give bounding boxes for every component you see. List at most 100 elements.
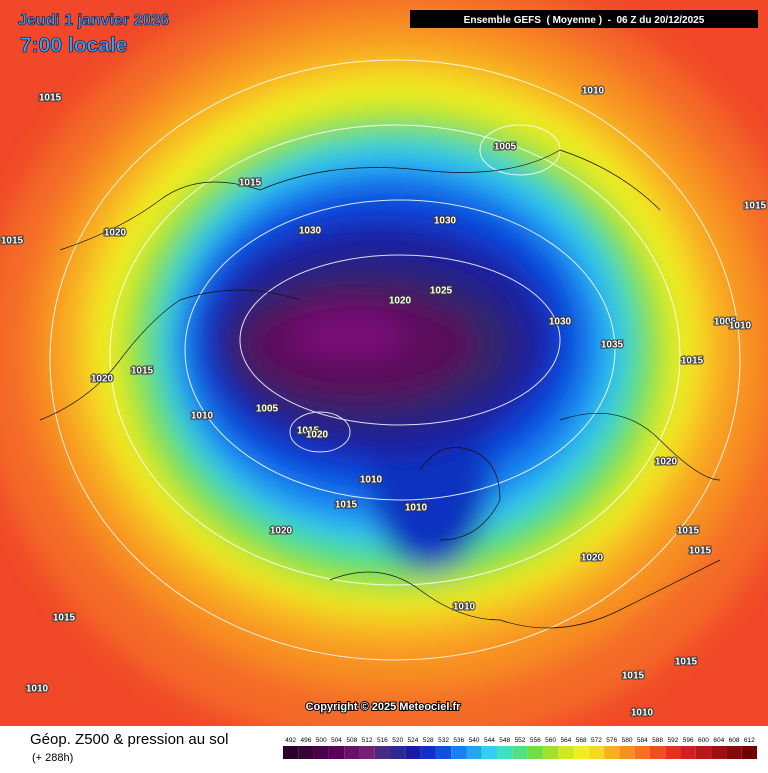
isobar-label: 1015 [689, 546, 712, 557]
scale-swatch [680, 746, 696, 759]
isobar-label: 1015 [622, 671, 645, 682]
isobar-label: 1015 [53, 613, 76, 624]
scale-label: 532 [438, 737, 449, 744]
date: Jeudi 1 janvier 2026 [18, 12, 169, 29]
isobar-label: 1015 [297, 426, 320, 437]
isobar-label: 1020 [270, 526, 293, 537]
isobar-label: 1010 [191, 411, 214, 422]
scale-label: 588 [652, 737, 663, 744]
field [0, 0, 768, 726]
isobar-label: 1015 [744, 201, 767, 212]
scale-swatch [374, 746, 391, 759]
scale-swatch [298, 746, 314, 759]
isobars [49, 59, 741, 661]
coastlines [39, 149, 721, 629]
scale-swatch [649, 746, 666, 759]
scale-label: 584 [637, 737, 648, 744]
scale-swatch [665, 746, 681, 759]
isobar-label: 1015 [1, 236, 24, 247]
scale-swatch [695, 746, 712, 759]
time: 7:00 locale [20, 34, 127, 57]
isobar-label: 1020 [104, 228, 127, 239]
isobar-label: 1005 [714, 317, 737, 328]
scale-swatch [512, 746, 528, 759]
isobar-label: 1010 [26, 684, 49, 695]
scale-label: 512 [362, 737, 373, 744]
scale-swatch [634, 746, 650, 759]
scale-label: 508 [346, 737, 357, 744]
isobar-label: 1015 [675, 657, 698, 668]
scale-label: 580 [622, 737, 633, 744]
scale-label: 524 [408, 737, 419, 744]
scale-label: 560 [545, 737, 556, 744]
scale-label: 540 [469, 737, 480, 744]
scale-swatch [588, 746, 605, 759]
isobar-label: 1020 [306, 430, 329, 441]
scale-swatch [619, 746, 635, 759]
isobar-label: 1020 [389, 296, 412, 307]
isobar-label: 1010 [453, 602, 476, 613]
scale-swatch [711, 746, 727, 759]
scale-swatch [451, 746, 467, 759]
scale-label: 544 [484, 737, 495, 744]
scale-label: 516 [377, 737, 388, 744]
scale-swatch [604, 746, 620, 759]
isobar-label: 1005 [256, 404, 279, 415]
scale-label: 492 [285, 737, 296, 744]
scale-label: 600 [698, 737, 709, 744]
scale-label: 504 [331, 737, 342, 744]
scale-label: 608 [729, 737, 740, 744]
isobar-label: 1010 [582, 86, 605, 97]
isobar-label: 1015 [239, 178, 262, 189]
scale-label: 604 [713, 737, 724, 744]
scale-label: 548 [499, 737, 510, 744]
isobar-label: 1015 [677, 526, 700, 537]
copyright: Copyright © 2025 Meteociel.fr [306, 701, 462, 713]
scale-label: 528 [423, 737, 434, 744]
scale-label: 552 [515, 737, 526, 744]
run-box [410, 10, 758, 28]
scale-swatch [497, 746, 513, 759]
scale-swatch [481, 746, 498, 759]
scale-swatch [359, 746, 375, 759]
scale-swatch [741, 746, 757, 759]
scale-swatch [542, 746, 559, 759]
isobar-label: 1010 [729, 321, 752, 332]
color-scale: 492 496 500 504 508 512 516 520 524 528 532 536 540 5… [283, 737, 757, 759]
scale-swatch [344, 746, 360, 759]
isobar-label: 1015 [131, 366, 154, 377]
scale-swatch [558, 746, 574, 759]
isobar-label: 1010 [360, 475, 383, 486]
isobar-label: 1035 [601, 340, 624, 351]
isobar-label: 1015 [335, 500, 358, 511]
isobar-label: 1030 [434, 216, 457, 227]
isobar-label: 1005 [494, 142, 517, 153]
isobar-label: 1030 [299, 226, 322, 237]
scale-label: 536 [453, 737, 464, 744]
scale-label: 572 [591, 737, 602, 744]
scale-label: 576 [606, 737, 617, 744]
scale-swatch [390, 746, 406, 759]
scale-swatch [466, 746, 482, 759]
isobar-label: 1015 [681, 356, 704, 367]
scale-swatch [726, 746, 742, 759]
scale-label: 596 [683, 737, 694, 744]
footer-title: Géop. Z500 & pression au sol [30, 731, 228, 748]
run-info: Ensemble GEFS ( Moyenne ) - 06 Z du 20/1… [464, 15, 705, 26]
isobar-label: 1020 [581, 553, 604, 564]
footer-lead: (+ 288h) [32, 752, 73, 764]
scale-label: 500 [316, 737, 327, 744]
isobar-label: 1020 [655, 457, 678, 468]
isobar-label: 1020 [91, 374, 114, 385]
scale-label: 592 [667, 737, 678, 744]
scale-label: 556 [530, 737, 541, 744]
scale-swatch [313, 746, 329, 759]
scale-swatch [283, 746, 299, 759]
scale-label: 564 [560, 737, 571, 744]
scale-label: 496 [301, 737, 312, 744]
scale-swatch [405, 746, 421, 759]
isobar-label: 1030 [549, 317, 572, 328]
scale-label: 612 [744, 737, 755, 744]
